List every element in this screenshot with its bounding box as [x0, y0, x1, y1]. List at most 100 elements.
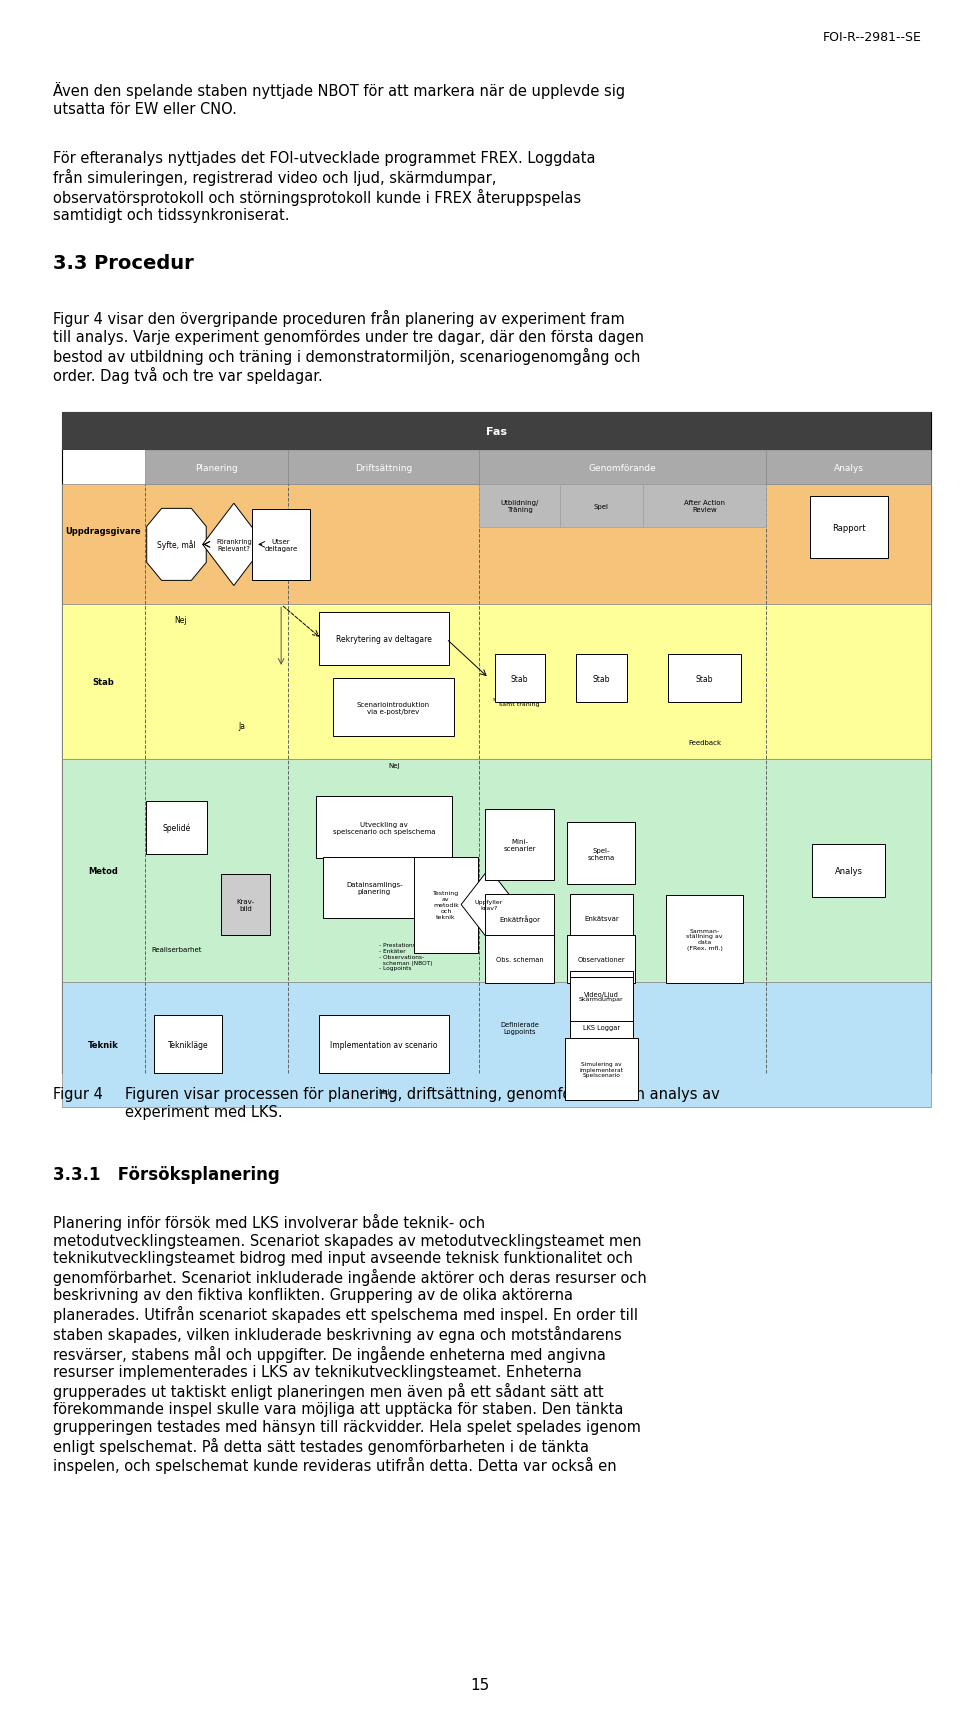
FancyBboxPatch shape — [810, 497, 888, 559]
FancyBboxPatch shape — [812, 845, 885, 898]
Text: Obs. scheman: Obs. scheman — [495, 956, 543, 963]
Text: Nej: Nej — [389, 763, 400, 770]
Text: Fas: Fas — [487, 427, 507, 437]
Text: Implementation av scenario: Implementation av scenario — [330, 1040, 438, 1049]
Text: Datainsamlings-
planering: Datainsamlings- planering — [346, 881, 402, 895]
Text: Krav-
bild: Krav- bild — [236, 898, 254, 912]
Text: Inspel: Inspel — [609, 674, 613, 691]
Text: Realiserbarhet: Realiserbarhet — [152, 946, 202, 953]
Text: Spel-
schema: Spel- schema — [588, 847, 615, 860]
FancyBboxPatch shape — [221, 874, 270, 936]
Text: Inspel: Inspel — [589, 674, 594, 691]
FancyBboxPatch shape — [643, 485, 766, 528]
Text: Observationer: Observationer — [578, 956, 625, 963]
Text: Definierade
Logpoints: Definierade Logpoints — [500, 1022, 539, 1034]
Text: Planering inför försök med LKS involverar både teknik- och
metodutvecklingsteame: Planering inför försök med LKS involvera… — [53, 1214, 646, 1474]
FancyBboxPatch shape — [560, 485, 643, 528]
Text: Syfte, mål: Syfte, mål — [157, 540, 196, 550]
Text: Planering: Planering — [195, 463, 238, 473]
Text: Driftsättning: Driftsättning — [355, 463, 413, 473]
FancyBboxPatch shape — [145, 451, 288, 485]
FancyBboxPatch shape — [479, 485, 560, 528]
FancyBboxPatch shape — [154, 1015, 222, 1073]
Text: 3.3 Procedur: 3.3 Procedur — [53, 254, 194, 273]
Text: Nej: Nej — [378, 1088, 390, 1095]
FancyBboxPatch shape — [62, 413, 931, 451]
Text: Utbildning/
Träning: Utbildning/ Träning — [500, 500, 539, 512]
Text: Figur 4: Figur 4 — [53, 1087, 103, 1102]
Text: Feedback: Feedback — [688, 739, 721, 746]
Text: Stab: Stab — [92, 677, 114, 687]
Text: Spelidé: Spelidé — [162, 823, 191, 833]
Text: Simulering av
implementerat
Spelscenario: Simulering av implementerat Spelscenario — [579, 1061, 623, 1078]
Text: Enkätsvar: Enkätsvar — [584, 915, 618, 922]
Text: Scenariointroduktion
via e-post/brev: Scenariointroduktion via e-post/brev — [357, 701, 430, 715]
Text: Stab: Stab — [592, 674, 610, 684]
FancyBboxPatch shape — [569, 977, 633, 1022]
Text: Utbildning i
scenariot, LKS,
simulerad teknik
samt träning: Utbildning i scenariot, LKS, simulerad t… — [493, 684, 546, 708]
Text: 15: 15 — [470, 1676, 490, 1692]
FancyBboxPatch shape — [567, 936, 636, 984]
FancyBboxPatch shape — [576, 655, 627, 703]
FancyBboxPatch shape — [414, 857, 477, 953]
Text: FOI-R--2981--SE: FOI-R--2981--SE — [823, 31, 922, 45]
FancyBboxPatch shape — [665, 896, 743, 984]
Text: Metod: Metod — [88, 866, 118, 876]
Text: Teknikläge: Teknikläge — [168, 1040, 208, 1049]
Text: Nej: Nej — [175, 615, 187, 624]
Text: Teknik: Teknik — [88, 1040, 119, 1049]
Text: 3.3.1   Försöksplanering: 3.3.1 Försöksplanering — [53, 1166, 279, 1183]
FancyBboxPatch shape — [569, 895, 633, 943]
FancyBboxPatch shape — [252, 511, 310, 581]
Text: Analys: Analys — [833, 463, 864, 473]
Polygon shape — [461, 869, 516, 941]
Text: Figur 4 visar den övergripande proceduren från planering av experiment fram
till: Figur 4 visar den övergripande procedure… — [53, 310, 644, 384]
Text: After Action
Review: After Action Review — [684, 500, 725, 512]
FancyBboxPatch shape — [569, 1004, 633, 1052]
FancyBboxPatch shape — [494, 655, 544, 703]
Text: Analys: Analys — [834, 866, 863, 876]
FancyBboxPatch shape — [486, 811, 554, 881]
Text: Inspel: Inspel — [599, 674, 604, 691]
Polygon shape — [147, 509, 206, 581]
FancyBboxPatch shape — [62, 605, 931, 759]
FancyBboxPatch shape — [486, 895, 554, 943]
Text: Testning
av
metodik
och
teknik: Testning av metodik och teknik — [433, 891, 459, 919]
FancyBboxPatch shape — [146, 802, 207, 855]
FancyBboxPatch shape — [62, 485, 931, 605]
FancyBboxPatch shape — [316, 797, 451, 859]
Text: För efteranalys nyttjades det FOI-utvecklade programmet FREX. Loggdata
från simu: För efteranalys nyttjades det FOI-utveck… — [53, 151, 595, 223]
FancyBboxPatch shape — [62, 413, 931, 1073]
Text: Uppdragsgivare: Uppdragsgivare — [65, 526, 141, 536]
FancyBboxPatch shape — [333, 679, 454, 737]
Text: Även den spelande staben nyttjade NBOT för att markera när de upplevde sig
utsat: Även den spelande staben nyttjade NBOT f… — [53, 82, 625, 117]
FancyBboxPatch shape — [62, 982, 931, 1107]
FancyBboxPatch shape — [569, 972, 633, 1016]
FancyBboxPatch shape — [62, 759, 931, 982]
Text: Video/Ljud: Video/Ljud — [584, 991, 618, 998]
FancyBboxPatch shape — [567, 823, 636, 884]
Text: Uppfyller
krav?: Uppfyller krav? — [475, 900, 503, 910]
Text: Samman-
ställning av
data
(FRex, mfl.): Samman- ställning av data (FRex, mfl.) — [686, 927, 723, 951]
Text: Stab: Stab — [511, 674, 528, 684]
Text: Utser
deltagare: Utser deltagare — [265, 538, 298, 552]
FancyBboxPatch shape — [564, 1039, 637, 1100]
Text: Rapport: Rapport — [832, 523, 865, 533]
FancyBboxPatch shape — [319, 614, 449, 665]
FancyBboxPatch shape — [288, 451, 479, 485]
Text: Ja: Ja — [239, 722, 246, 730]
FancyBboxPatch shape — [324, 857, 425, 919]
Text: Enkätfrågor: Enkätfrågor — [499, 915, 540, 922]
Text: Skärmdumpar: Skärmdumpar — [579, 998, 624, 1001]
FancyBboxPatch shape — [479, 451, 766, 485]
Text: Figuren visar processen för planering, driftsättning, genomförande och analys av: Figuren visar processen för planering, d… — [125, 1087, 720, 1119]
Text: Stab: Stab — [696, 674, 713, 684]
Polygon shape — [203, 504, 265, 586]
FancyBboxPatch shape — [766, 451, 931, 485]
Text: Förankring
Relevant?: Förankring Relevant? — [216, 538, 252, 552]
Text: Mini-
scenarier: Mini- scenarier — [503, 838, 536, 852]
Text: - Prestationsmått
- Enkäter
- Observations-
  scheman (NBOT)
- Logpoints: - Prestationsmått - Enkäter - Observatio… — [379, 943, 433, 970]
FancyBboxPatch shape — [668, 655, 741, 703]
Text: Rekrytering av deltagare: Rekrytering av deltagare — [336, 634, 432, 644]
FancyBboxPatch shape — [319, 1015, 449, 1073]
